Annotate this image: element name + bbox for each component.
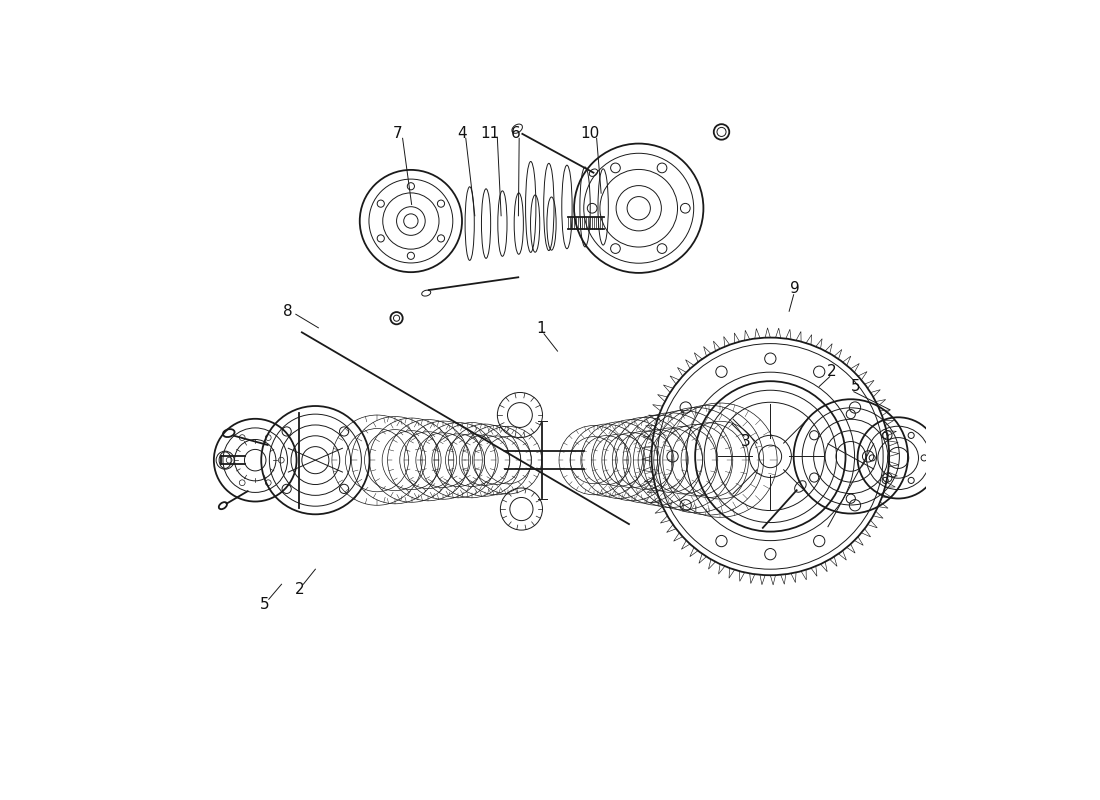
Text: 11: 11 bbox=[481, 126, 499, 141]
Text: 7: 7 bbox=[393, 126, 403, 141]
Text: 3: 3 bbox=[740, 434, 750, 449]
Text: 4: 4 bbox=[458, 126, 466, 141]
Text: 2: 2 bbox=[295, 582, 305, 597]
Text: 10: 10 bbox=[580, 126, 600, 141]
Text: 6: 6 bbox=[512, 126, 521, 141]
Text: 9: 9 bbox=[790, 282, 800, 296]
Text: 5: 5 bbox=[260, 597, 270, 612]
Text: 8: 8 bbox=[284, 304, 293, 318]
Text: 1: 1 bbox=[536, 321, 546, 336]
Text: 5: 5 bbox=[850, 379, 860, 394]
Text: 2: 2 bbox=[826, 364, 836, 379]
